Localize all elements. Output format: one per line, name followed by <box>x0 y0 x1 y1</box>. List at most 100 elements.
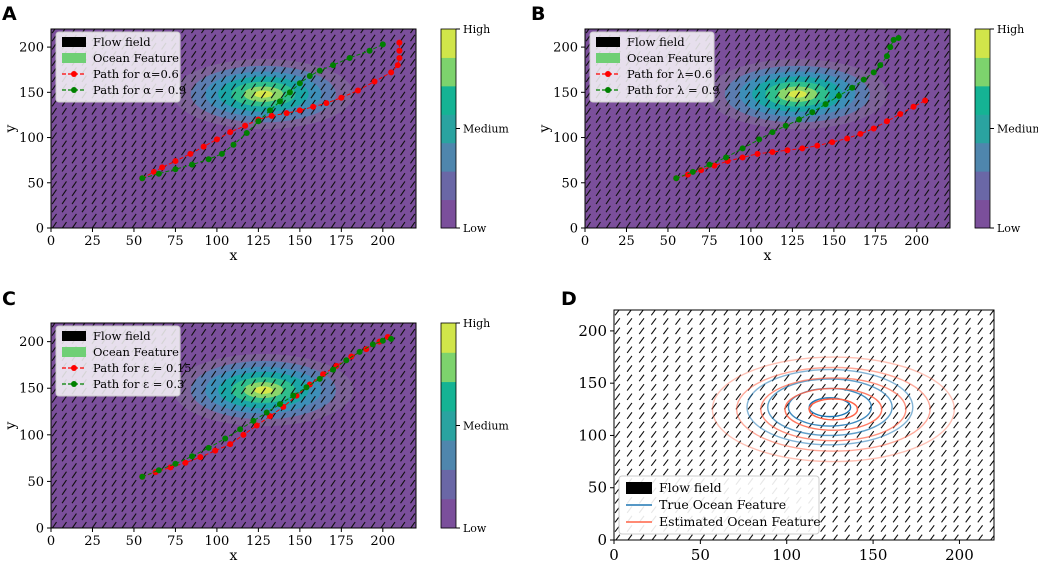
flow-arrow <box>330 213 336 221</box>
flow-arrow <box>834 50 840 58</box>
flow-arrow <box>290 337 296 345</box>
flow-arrow <box>605 205 611 213</box>
flow-arrow <box>410 521 416 528</box>
flow-arrow <box>820 402 826 410</box>
flow-arrow <box>101 437 107 445</box>
flow-arrow <box>370 404 376 412</box>
flow-arrow <box>808 412 814 420</box>
flow-arrow <box>944 99 950 107</box>
flow-arrow <box>101 496 107 504</box>
flow-arrow <box>894 221 900 228</box>
flow-arrow <box>270 379 276 387</box>
plot-frame <box>50 28 417 229</box>
flow-arrow <box>820 534 826 540</box>
flow-arrow <box>200 58 207 66</box>
flow-arrow <box>400 437 406 445</box>
flow-arrow <box>824 58 830 66</box>
flow-arrow <box>894 205 900 213</box>
flow-arrow <box>638 355 645 363</box>
flow-arrow <box>250 323 255 328</box>
flow-arrow <box>685 140 691 148</box>
flow-arrow <box>151 437 157 445</box>
flow-arrow <box>675 164 681 172</box>
y-tick-label: 0 <box>36 222 44 237</box>
flow-arrow <box>735 355 742 363</box>
flow-arrow <box>310 148 316 156</box>
flow-arrow <box>71 454 77 462</box>
flow-arrow <box>290 213 296 221</box>
flow-arrow <box>121 454 127 462</box>
colorbar-segment <box>441 114 456 144</box>
flow-arrow <box>844 393 851 401</box>
flow-arrow <box>834 83 840 91</box>
flow-arrow <box>655 156 661 164</box>
flow-arrow <box>977 310 983 316</box>
flow-arrow <box>662 383 669 391</box>
flow-arrow <box>101 124 107 132</box>
flow-arrow <box>725 205 731 213</box>
flow-arrow <box>290 496 296 504</box>
flow-arrow <box>340 107 346 115</box>
flow-arrow <box>230 353 237 361</box>
flow-arrow <box>864 107 870 115</box>
flow-arrow <box>340 132 346 140</box>
flow-arrow <box>230 172 237 180</box>
flow-arrow <box>350 213 356 221</box>
flow-arrow <box>280 124 286 132</box>
flow-arrow <box>161 124 167 132</box>
flow-arrow <box>941 317 947 326</box>
flow-arrow <box>665 107 671 115</box>
flow-arrow <box>914 189 920 197</box>
flow-arrow <box>635 132 641 140</box>
flow-arrow <box>904 327 911 335</box>
flow-arrow <box>585 197 591 205</box>
flow-arrow <box>121 521 127 528</box>
flow-arrow <box>141 462 147 471</box>
flow-arrow <box>705 221 711 228</box>
flow-arrow <box>340 421 346 429</box>
flow-arrow <box>794 181 801 189</box>
flow-arrow <box>280 521 286 528</box>
flow-arrow <box>240 205 247 213</box>
flow-arrow <box>220 379 227 387</box>
flow-arrow <box>250 107 257 115</box>
flow-arrow <box>270 164 276 172</box>
flow-arrow <box>370 221 376 228</box>
flow-arrow <box>941 534 947 540</box>
flow-arrow <box>181 205 187 213</box>
flow-arrow <box>723 421 730 429</box>
flow-arrow <box>390 353 396 361</box>
flow-arrow <box>941 336 947 344</box>
flow-arrow <box>783 459 790 467</box>
flow-arrow <box>934 181 940 189</box>
flow-arrow <box>290 323 295 328</box>
flow-arrow <box>771 440 778 448</box>
path-point <box>283 110 290 117</box>
flow-arrow <box>725 34 731 42</box>
flow-arrow <box>804 50 810 58</box>
flow-arrow <box>101 132 107 140</box>
flow-arrow <box>91 429 97 437</box>
flow-arrow <box>151 107 157 115</box>
flow-arrow <box>380 395 386 403</box>
flow-arrow <box>928 515 935 523</box>
flow-arrow <box>240 34 247 42</box>
flow-arrow <box>892 496 899 504</box>
flow-arrow <box>210 437 217 445</box>
flow-arrow <box>941 468 947 476</box>
flow-arrow <box>904 374 911 382</box>
flow-arrow <box>390 124 396 132</box>
flow-arrow <box>300 58 306 66</box>
flow-arrow <box>121 504 127 512</box>
x-tick-label: 100 <box>204 234 229 249</box>
colorbar-segment <box>441 469 456 500</box>
path-point <box>139 175 146 182</box>
flow-arrow <box>240 323 245 328</box>
flow-arrow <box>370 42 376 50</box>
flow-arrow <box>380 99 386 107</box>
flow-arrow <box>220 323 225 328</box>
flow-arrow <box>71 197 77 205</box>
flow-arrow <box>161 197 167 205</box>
flow-arrow <box>856 327 863 335</box>
flow-arrow <box>783 393 790 401</box>
